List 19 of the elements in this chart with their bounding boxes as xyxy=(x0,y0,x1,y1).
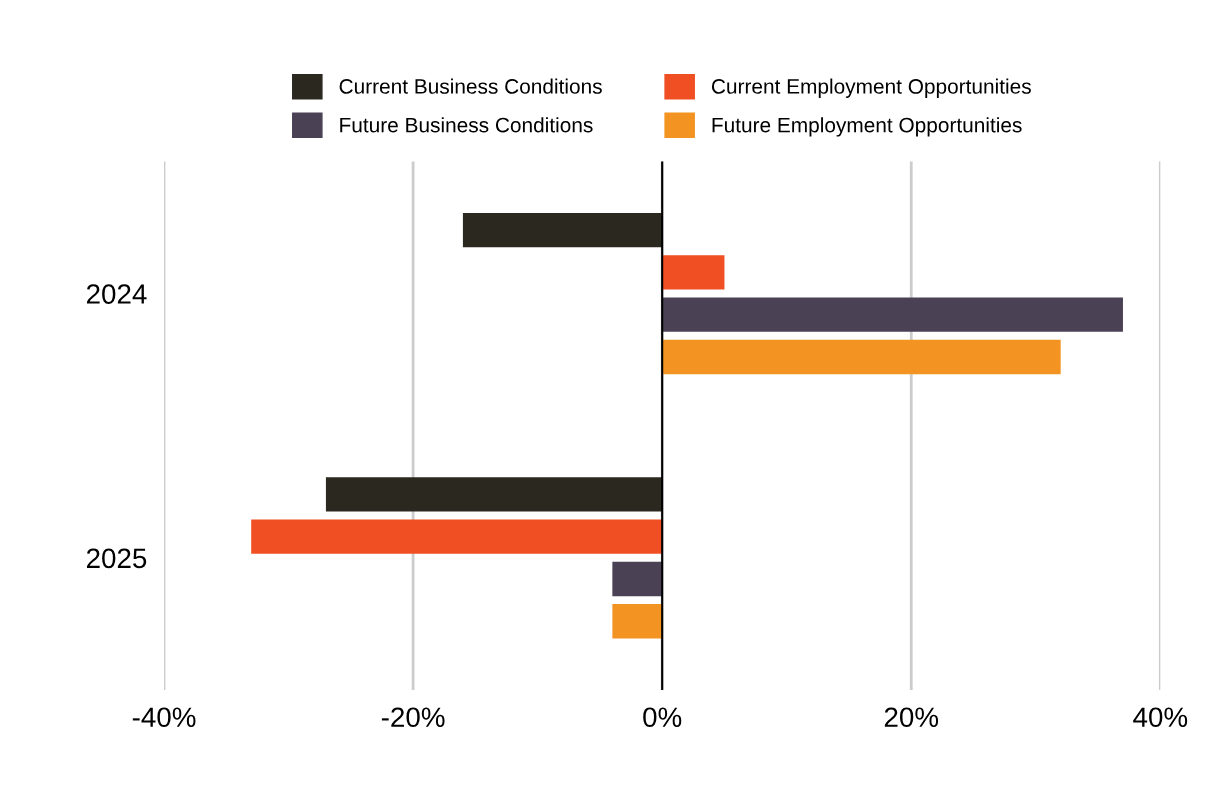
bar xyxy=(251,519,663,554)
y-tick-label: 2024 xyxy=(86,284,147,304)
legend-label: Current Employment Opportunities xyxy=(711,78,1031,98)
x-tick-label: 20% xyxy=(884,707,939,728)
bar xyxy=(462,212,663,248)
legend-label: Current Business Conditions xyxy=(339,78,602,94)
legend-label: Future Employment Opportunities xyxy=(712,117,1022,137)
y-tick-label: 2025 xyxy=(86,548,147,569)
x-tick-label: -20% xyxy=(381,707,445,728)
bar xyxy=(662,297,1123,332)
bar xyxy=(612,561,663,597)
bar xyxy=(662,255,725,290)
legend-label: Future Business Conditions xyxy=(340,117,593,133)
bar xyxy=(325,477,663,512)
bar xyxy=(612,604,663,639)
x-tick-label: 40% xyxy=(1133,707,1188,728)
bar xyxy=(662,339,1061,375)
x-tick-label: 0% xyxy=(643,707,682,728)
x-tick-label: -40% xyxy=(132,707,196,728)
